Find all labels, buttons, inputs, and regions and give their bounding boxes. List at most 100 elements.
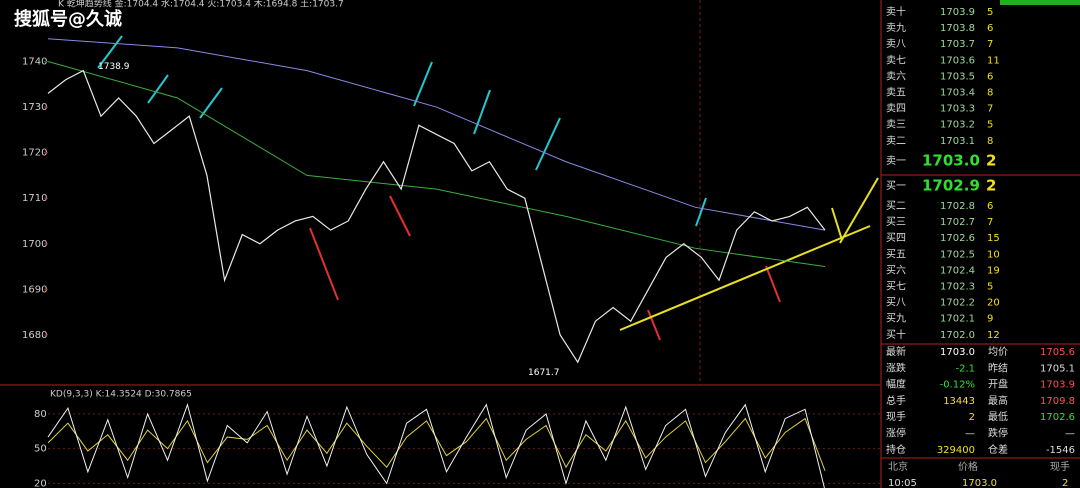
book-price: 1703.0 (922, 152, 980, 170)
book-label: 买三 (886, 216, 906, 228)
table-header: 现手 (1050, 460, 1070, 473)
book-label: 买四 (886, 232, 906, 244)
stat-value: -2.1 (955, 363, 975, 374)
stat-value: 1703.0 (940, 347, 975, 358)
bid-ask-bar (1000, 0, 1080, 5)
y-tick-label: 1710 (22, 193, 47, 204)
book-volume: 15 (987, 233, 1000, 244)
y-tick-label: 1680 (22, 330, 47, 341)
table-header: 北京 (888, 460, 908, 473)
indicator-header: K 乾坤趋势线 金:1704.4 水:1704.4 火:1703.4 木:169… (58, 0, 344, 10)
y-tick-label: 1700 (22, 239, 47, 250)
arrow (199, 87, 223, 119)
book-volume: 12 (987, 330, 1000, 341)
book-volume: 7 (987, 217, 993, 228)
book-volume: 20 (987, 298, 1000, 309)
book-volume: 7 (987, 39, 993, 50)
book-price: 1702.4 (940, 265, 975, 276)
book-price: 1703.8 (940, 23, 975, 34)
book-volume: 5 (987, 120, 993, 131)
book-volume: 6 (987, 201, 993, 212)
arrow (647, 309, 661, 341)
stat-label: 涨跌 (886, 361, 906, 374)
book-volume: 2 (986, 177, 996, 195)
stat-label: 开盘 (988, 378, 1008, 391)
stat-label: 最高 (988, 394, 1008, 407)
book-volume: 6 (987, 71, 993, 82)
y-tick-label: 20 (34, 478, 47, 488)
ma-line (47, 38, 826, 231)
table-cell: 2 (1062, 478, 1068, 488)
book-volume: 8 (987, 88, 993, 99)
high-label: 1738.9 (98, 62, 130, 72)
stat-value: 329400 (937, 445, 975, 456)
book-volume: 10 (987, 249, 1000, 260)
arrow (147, 74, 169, 104)
book-volume: 7 (987, 104, 993, 115)
book-price: 1703.6 (940, 55, 975, 66)
trend-line (619, 225, 871, 331)
annotation-arrows (97, 35, 879, 341)
arrow (413, 61, 433, 107)
book-volume: 9 (987, 314, 993, 325)
stat-value: 1705.1 (1040, 363, 1075, 374)
book-label: 卖一 (886, 155, 906, 167)
book-label: 买七 (886, 281, 906, 293)
book-price: 1702.0 (940, 330, 975, 341)
book-label: 买九 (886, 313, 906, 325)
book-price: 1702.1 (940, 314, 975, 325)
book-label: 卖十 (886, 5, 906, 18)
book-volume: 2 (986, 152, 996, 170)
book-price: 1703.5 (940, 71, 975, 82)
book-price: 1702.9 (922, 177, 980, 195)
stat-value: 1703.9 (1040, 380, 1075, 391)
book-price: 1703.7 (940, 39, 975, 50)
book-label: 卖六 (886, 70, 906, 82)
arrow (309, 227, 339, 301)
table-cell: 10:05 (888, 478, 917, 488)
y-tick-label: 50 (34, 444, 47, 455)
stat-value: 1702.6 (1040, 412, 1075, 423)
book-label: 买一 (886, 180, 906, 192)
kd-line (47, 402, 825, 488)
book-label: 卖七 (886, 54, 906, 66)
stat-value: 1705.6 (1040, 347, 1075, 358)
stat-label: 涨停 (886, 427, 906, 440)
stat-label: 总手 (886, 394, 906, 407)
book-label: 买六 (886, 264, 906, 276)
table-header: 价格 (958, 460, 978, 473)
arrow (389, 195, 411, 237)
arrow (695, 197, 707, 227)
stat-label: 跌停 (988, 427, 1008, 440)
book-label: 买二 (886, 200, 906, 212)
book-label: 卖二 (886, 135, 906, 147)
book-price: 1702.5 (940, 249, 975, 260)
arrow (839, 177, 879, 244)
book-volume: 8 (987, 136, 993, 147)
ma-line (47, 61, 826, 268)
book-price: 1702.8 (940, 201, 975, 212)
y-tick-label: 1720 (22, 148, 47, 159)
book-label: 买十 (886, 328, 906, 341)
book-price: 1703.2 (940, 120, 975, 131)
book-volume: 6 (987, 23, 993, 34)
stat-label: 幅度 (886, 378, 906, 391)
book-price: 1703.4 (940, 88, 975, 99)
book-price: 1703.1 (940, 136, 975, 147)
book-price: 1703.9 (940, 7, 975, 18)
stat-label: 最低 (988, 410, 1008, 423)
stat-value: 13443 (943, 396, 975, 407)
y-tick-label: 1740 (22, 57, 47, 68)
book-label: 买五 (886, 248, 906, 260)
stat-label: 均价 (988, 346, 1008, 358)
stat-label: 最新 (886, 345, 906, 358)
y-tick-label: 1690 (22, 284, 47, 295)
book-label: 卖五 (886, 87, 906, 99)
price-line (47, 69, 826, 364)
kd-label: KD(9,3,3) K:14.3524 D:30.7865 (50, 390, 192, 400)
book-volume: 19 (987, 265, 1000, 276)
book-price: 1703.3 (940, 104, 975, 115)
arrow (97, 35, 123, 69)
